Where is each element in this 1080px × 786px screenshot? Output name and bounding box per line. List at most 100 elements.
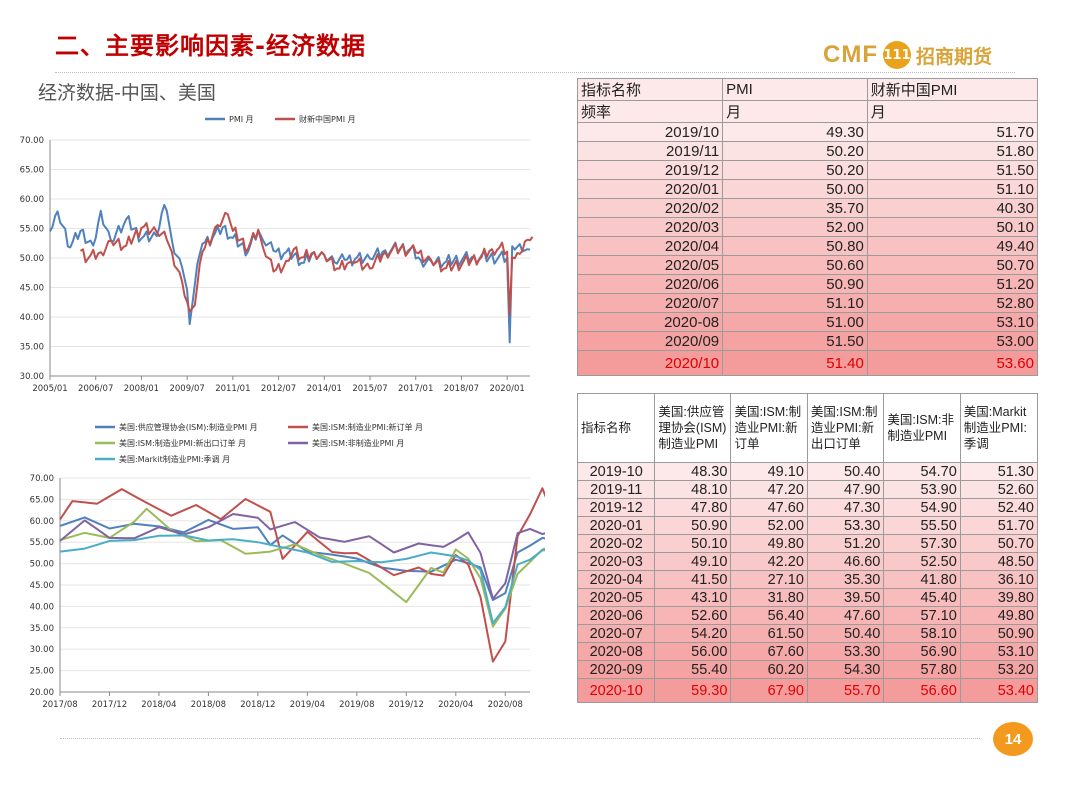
y-tick-label: 50.00 <box>30 560 54 570</box>
x-tick-label: 2006/07 <box>78 384 113 394</box>
table-cell: 53.60 <box>866 350 1039 376</box>
table-cell: 51.50 <box>866 160 1039 180</box>
table-cell: 49.80 <box>959 606 1039 625</box>
table-header-cell: PMI <box>722 78 868 101</box>
us-pmi-table: 指标名称 美国:供应管理协会(ISM)制造业PMI 美国:ISM:制造业PMI:新订… <box>576 393 1039 703</box>
legend-entry: 美国:供应管理协会(ISM):制造业PMI 月 <box>119 422 258 432</box>
table-cell: 53.00 <box>866 331 1039 351</box>
series-line-0-0 <box>49 203 531 344</box>
china-pmi-chart: 30.00 35.00 40.00 45.00 50.00 55.00 60.00 65.00… <box>20 114 534 394</box>
table-cell: 51.30 <box>959 462 1039 481</box>
table-header-cell: 财新中国PMI <box>866 78 1039 101</box>
table-cell: 50.20 <box>722 141 868 161</box>
table-cell: 48.10 <box>654 480 732 499</box>
table-row: 2020-06 52.60 56.40 47.60 57.10 49.80 <box>576 606 1039 625</box>
x-tick-label: 2018/07 <box>444 384 479 394</box>
table-cell: 40.30 <box>866 198 1039 218</box>
table-row: 2020-05 43.10 31.80 39.50 45.40 39.80 <box>576 588 1039 607</box>
table-row: 2019/12 50.20 51.50 <box>576 160 1039 180</box>
table-row: 2019-11 48.10 47.20 47.90 53.90 52.60 <box>576 480 1039 499</box>
table-cell: 2020/03 <box>576 217 724 237</box>
x-tick-label: 2012/07 <box>261 384 296 394</box>
table-cell: 50.90 <box>722 274 868 294</box>
table-row: 2020-08 56.00 67.60 53.30 56.90 53.10 <box>576 642 1039 661</box>
table-cell: 47.60 <box>730 498 808 517</box>
series-line-1-2 <box>59 507 545 628</box>
table-cell: 2020-04 <box>576 570 656 589</box>
y-tick-label: 60.00 <box>20 195 44 205</box>
table-row: 2020/10 51.40 53.60 <box>576 350 1039 376</box>
table-cell: 49.10 <box>654 552 732 571</box>
table-cell: 59.30 <box>654 678 732 703</box>
table-cell: 55.40 <box>654 660 732 679</box>
x-tick-label: 2020/04 <box>438 700 473 710</box>
table-cell: 42.20 <box>730 552 808 571</box>
table-cell: 39.50 <box>806 588 885 607</box>
table-cell: 2020-06 <box>576 606 656 625</box>
footer-divider <box>60 738 980 739</box>
table-cell: 55.50 <box>883 516 961 535</box>
table-cell: 60.20 <box>730 660 808 679</box>
table-cell: 51.20 <box>866 274 1039 294</box>
y-tick-label: 60.00 <box>30 517 54 527</box>
table-cell: 2019-12 <box>576 498 656 517</box>
y-tick-label: 50.00 <box>20 254 44 264</box>
table-cell: 27.10 <box>730 570 808 589</box>
table-cell: 2019-11 <box>576 480 656 499</box>
table-cell: 52.00 <box>722 217 868 237</box>
company-logo: CMF 111 招商期货 <box>823 38 992 72</box>
legend-entry: PMI 月 <box>229 115 254 124</box>
x-tick-label: 2019/04 <box>290 700 325 710</box>
table-cell: 2020-08 <box>576 642 656 661</box>
table-cell: 41.50 <box>654 570 732 589</box>
x-tick-label: 2018/04 <box>141 700 176 710</box>
table-row: 2019-10 48.30 49.10 50.40 54.70 51.30 <box>576 462 1039 481</box>
table-cell: 50.80 <box>722 236 868 256</box>
table-cell: 51.00 <box>722 312 868 332</box>
table-row: 2020/09 51.50 53.00 <box>576 331 1039 351</box>
y-tick-label: 40.00 <box>20 313 44 323</box>
table-cell: 52.40 <box>959 498 1039 517</box>
table-cell: 53.20 <box>959 660 1039 679</box>
table-cell: 48.50 <box>959 552 1039 571</box>
table-row: 2020/04 50.80 49.40 <box>576 236 1039 256</box>
table-header-cell: 美国:ISM:制造业PMI:新出口订单 <box>806 393 885 463</box>
x-tick-label: 2008/01 <box>124 384 159 394</box>
y-tick-label: 65.00 <box>20 166 44 176</box>
table-cell: 50.20 <box>722 160 868 180</box>
table-row: 2020-07 54.20 61.50 50.40 58.10 50.90 <box>576 624 1039 643</box>
table-cell: 43.10 <box>654 588 732 607</box>
y-tick-label: 20.00 <box>30 688 54 698</box>
table-cell: 2019/10 <box>576 122 724 142</box>
table-cell: 53.90 <box>883 480 961 499</box>
table-cell: 2020/06 <box>576 274 724 294</box>
series-line-1-3 <box>59 513 545 600</box>
logo-text: CMF <box>823 41 878 68</box>
table-cell: 2020/02 <box>576 198 724 218</box>
table-cell: 52.80 <box>866 293 1039 313</box>
table-header-cell: 月 <box>722 100 868 123</box>
table-cell: 49.40 <box>866 236 1039 256</box>
table-cell: 50.70 <box>866 255 1039 275</box>
x-tick-label: 2017/01 <box>398 384 433 394</box>
table-cell: 57.80 <box>883 660 961 679</box>
table-cell: 56.00 <box>654 642 732 661</box>
table-row: 2019-12 47.80 47.60 47.30 54.90 52.40 <box>576 498 1039 517</box>
us-pmi-chart: 20.00 25.00 30.00 35.00 40.00 45.00 50.00 55.00… <box>30 422 545 710</box>
table-cell: 2020-10 <box>576 678 656 703</box>
table-cell: 49.30 <box>722 122 868 142</box>
table-row: 2020/06 50.90 51.20 <box>576 274 1039 294</box>
table-cell: 48.30 <box>654 462 732 481</box>
table-cell: 46.60 <box>806 552 885 571</box>
y-tick-label: 30.00 <box>30 645 54 655</box>
table-cell: 50.90 <box>959 624 1039 643</box>
y-tick-label: 70.00 <box>20 136 44 146</box>
table-cell: 2020-09 <box>576 660 656 679</box>
table-cell: 50.70 <box>959 534 1039 553</box>
legend-entry: 美国:ISM:制造业PMI:新出口订单 月 <box>119 438 246 448</box>
table-cell: 2020/01 <box>576 179 724 199</box>
y-tick-label: 40.00 <box>30 602 54 612</box>
table-cell: 53.30 <box>806 642 885 661</box>
title-divider <box>55 72 1015 73</box>
table-header-row: 指标名称 PMI 财新中国PMI <box>576 78 1039 101</box>
